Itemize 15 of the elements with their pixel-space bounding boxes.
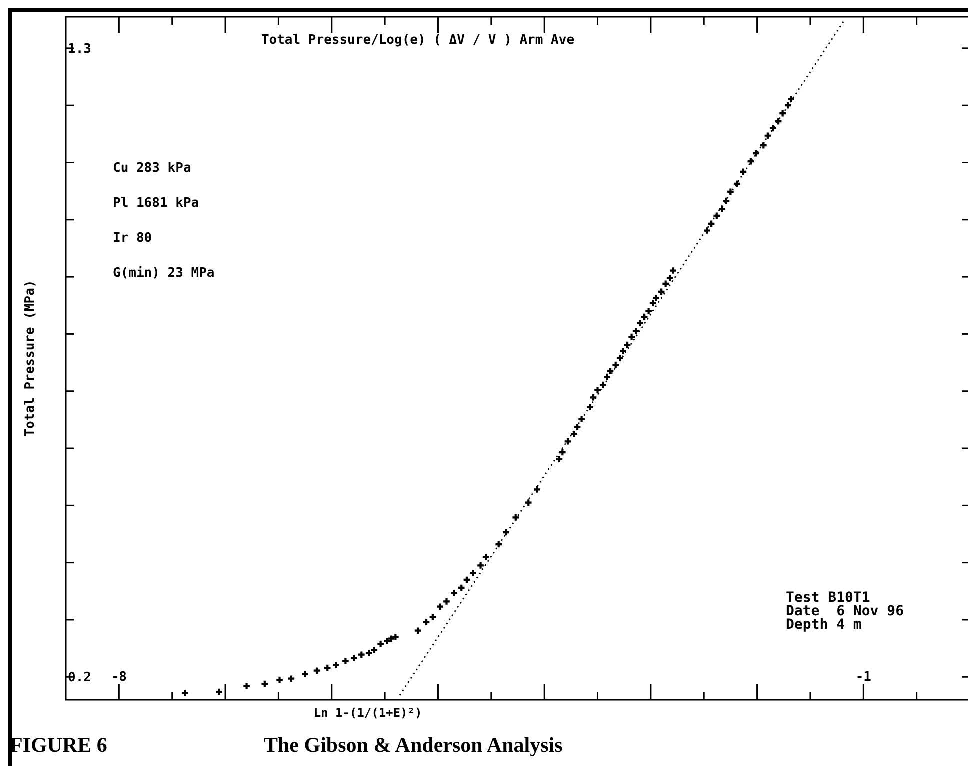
- x-tick-label: -1: [856, 670, 872, 685]
- text: The Gibson & Anderson Analysis: [264, 733, 563, 757]
- annotation: G(min) 23 MPa: [113, 266, 215, 281]
- caption: FIGURE 6: [10, 733, 108, 757]
- text: Total Pressure/Log(e) ( ΔV / V ) Arm Ave: [261, 33, 575, 48]
- x-tick-label: -8: [111, 670, 128, 685]
- annotation: Ir 80: [113, 231, 152, 246]
- annotation: Depth 4 m: [786, 617, 862, 633]
- annotation: Date 6 Nov 96: [786, 604, 904, 620]
- y-axis-title: Total Pressure (MPa): [23, 280, 38, 437]
- annotation: Pl 1681 kPa: [113, 196, 200, 211]
- y-tick-label: 1.3: [68, 42, 92, 57]
- annotation: Cu 283 kPa: [113, 161, 192, 176]
- x-axis-title: Ln 1-(1/(1+E)²): [314, 706, 422, 720]
- annotation: Test B10T1: [786, 590, 870, 606]
